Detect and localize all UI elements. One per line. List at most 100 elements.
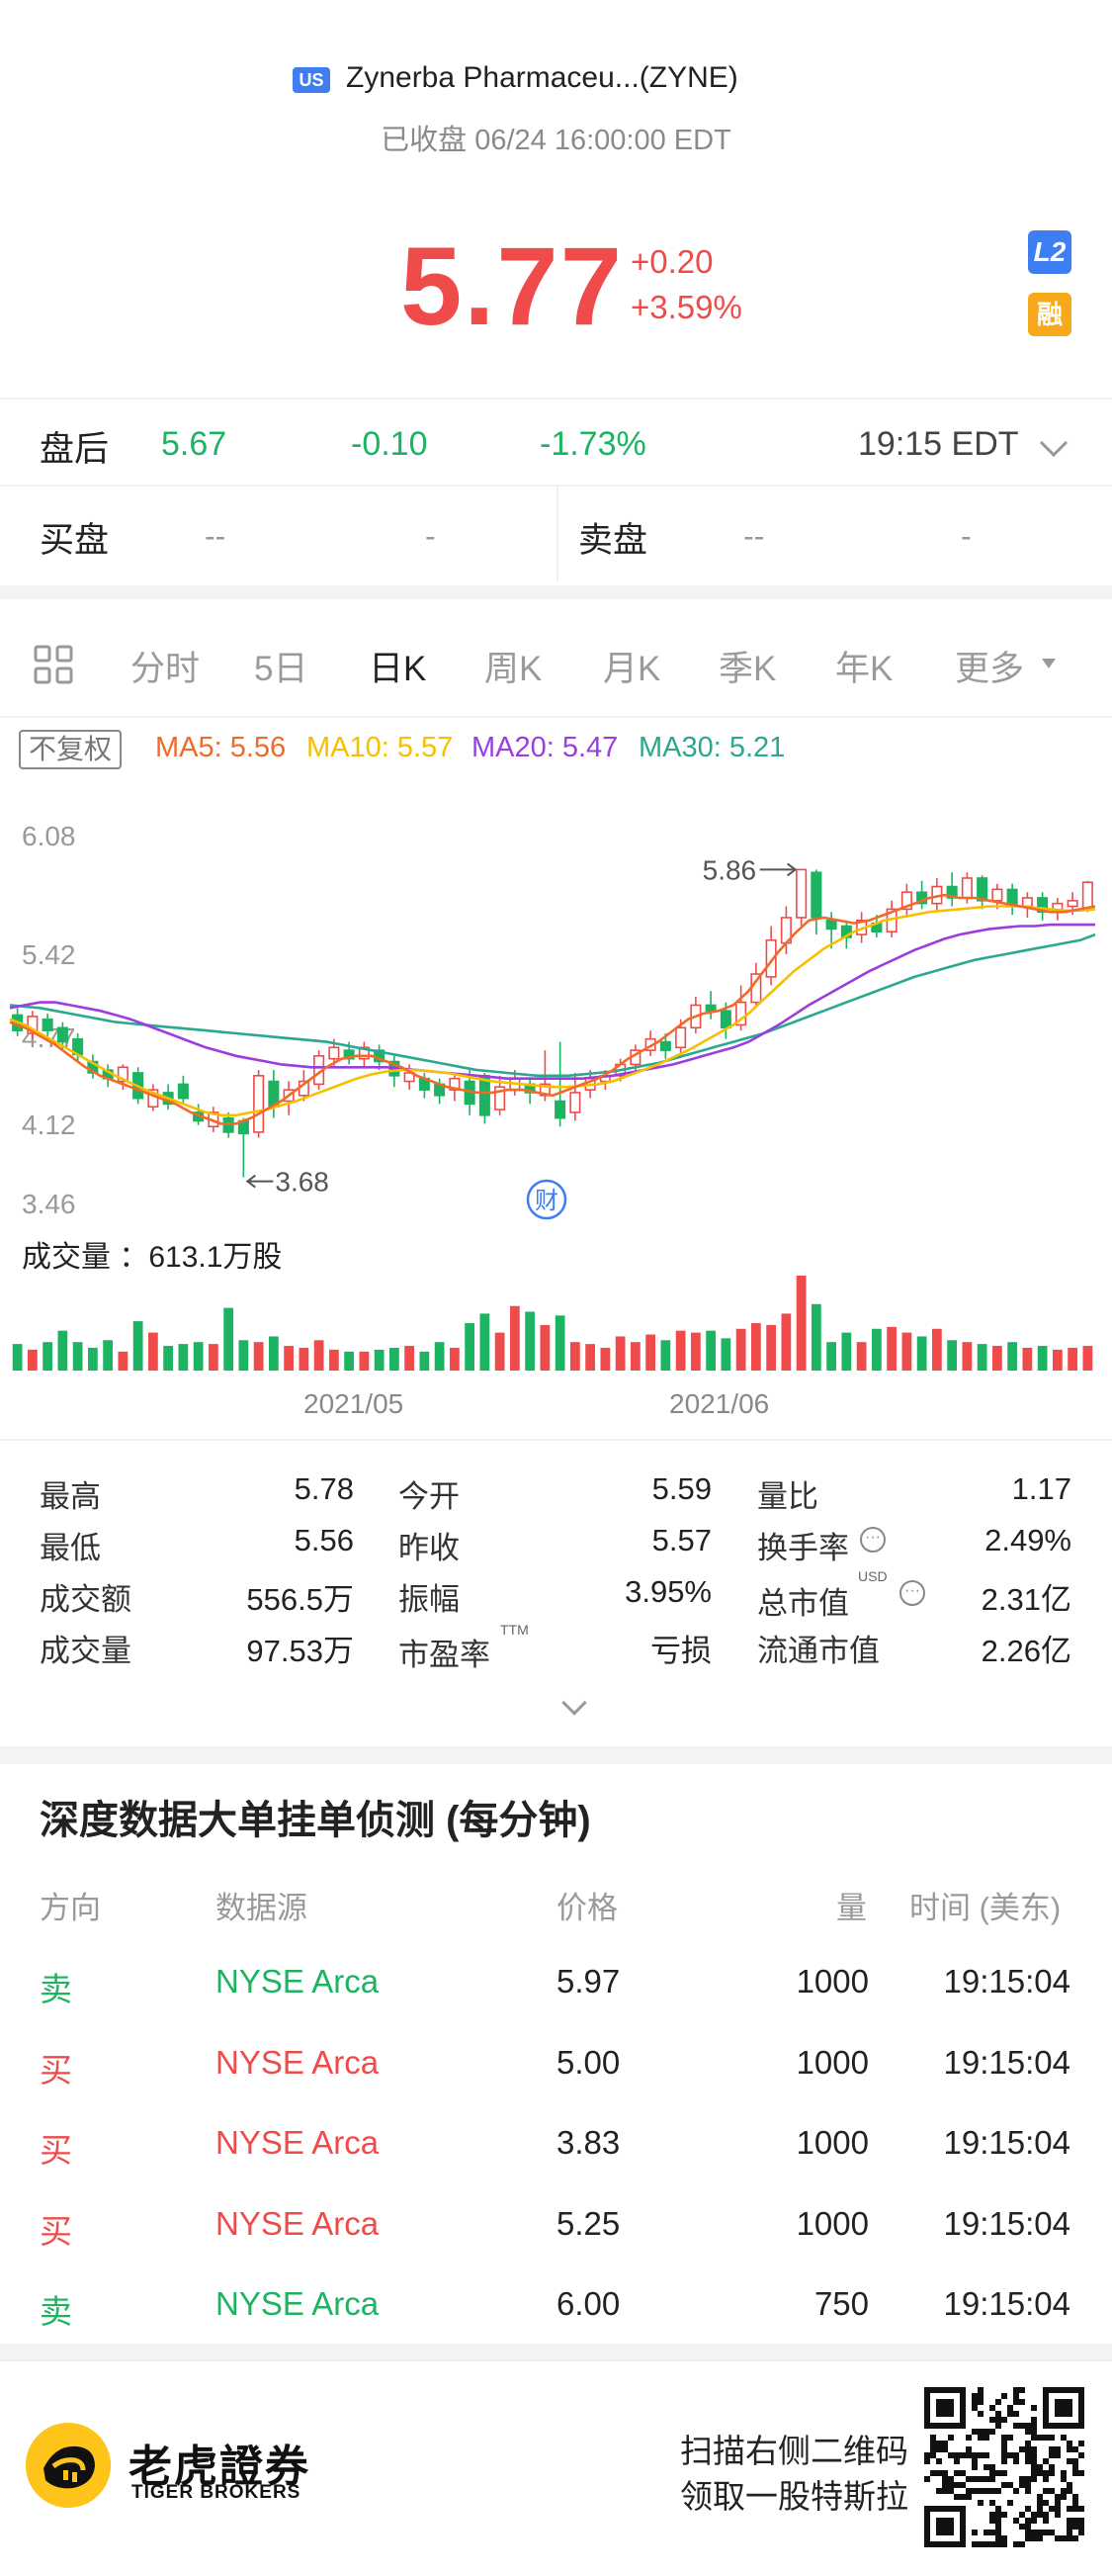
tab-quarterly-k[interactable]: 季K (719, 650, 777, 688)
volume-bar (163, 1346, 174, 1371)
stat-high: 5.78 (294, 1471, 354, 1506)
volume-label: 成交量 ：613.1万股 (22, 1241, 283, 1274)
stat-vol-ratio-label: 量比 (757, 1479, 818, 1514)
volume-bar (735, 1328, 746, 1371)
volume-bar (781, 1313, 792, 1371)
direction-cell: 买 (40, 2132, 72, 2169)
stock-name[interactable]: Zynerba Pharmaceu...(ZYNE) (346, 61, 738, 94)
tab-yearly-k[interactable]: 年K (835, 650, 894, 688)
volume-bar (72, 1342, 83, 1371)
stat-prev-close: 5.57 (651, 1523, 712, 1557)
column-header: 量 (836, 1891, 867, 1925)
stat-pe-label: 市盈率 (398, 1638, 490, 1672)
volume-bar (359, 1351, 370, 1371)
promo-line: 领取一股特斯拉 (680, 2478, 908, 2515)
direction-cell: 卖 (40, 1971, 72, 2007)
tab-monthly-k[interactable]: 月K (603, 650, 661, 688)
tab-intraday[interactable]: 分时 (130, 650, 201, 688)
high-annotation: 5.86 (703, 854, 757, 885)
direction-cell: 买 (40, 2212, 72, 2250)
candle (358, 1041, 370, 1068)
column-header: 价格 (556, 1891, 618, 1925)
candle (102, 1064, 114, 1088)
stat-open: 5.59 (651, 1471, 712, 1506)
volume-bar (208, 1344, 218, 1371)
ma10-line (9, 905, 1096, 1117)
info-icon[interactable]: ··· (860, 1527, 886, 1553)
volume-bar (585, 1344, 596, 1371)
volume-bar (826, 1342, 837, 1371)
chevron-down-icon[interactable] (1039, 428, 1069, 458)
grid-layout-icon[interactable] (34, 645, 73, 684)
tab-5day[interactable]: 5日 (254, 650, 308, 688)
volume-bar (419, 1351, 430, 1371)
candle (811, 869, 822, 935)
info-icon[interactable]: ··· (899, 1580, 925, 1606)
price-cell: 6.00 (556, 2285, 621, 2322)
volume-bar (434, 1342, 445, 1371)
column-header: 时间 (美东) (909, 1891, 1062, 1925)
level2-badge[interactable]: L2 (1028, 230, 1071, 274)
volume-bar (284, 1346, 295, 1371)
volume-bar (509, 1305, 520, 1371)
volume-bar (268, 1336, 279, 1371)
divider (556, 487, 558, 581)
volume-bar (856, 1342, 867, 1371)
earnings-icon[interactable]: 财 (526, 1179, 567, 1220)
divider (0, 1746, 1112, 1748)
volume-bar (721, 1338, 731, 1371)
volume-bar (103, 1340, 114, 1371)
stock-header: US Zynerba Pharmaceu...(ZYNE) 已收盘 06/24 … (0, 0, 1112, 396)
promo-line: 扫描右侧二维码 (680, 2433, 908, 2469)
expand-chevron-icon[interactable] (561, 1690, 587, 1716)
adjust-toggle[interactable]: 不复权 (19, 730, 122, 769)
candle (42, 1014, 53, 1036)
stat-turnover-rate: 2.49% (984, 1523, 1071, 1557)
candle (268, 1070, 280, 1118)
candle (222, 1111, 234, 1138)
candle (1006, 883, 1018, 916)
tab-daily-k[interactable]: 日K (369, 650, 427, 688)
price-change-pct: +3.59% (631, 289, 742, 325)
volume-bar (193, 1342, 204, 1371)
volume-bar (977, 1344, 987, 1371)
volume-bar (630, 1342, 641, 1371)
candle (87, 1054, 99, 1079)
volume-bar (555, 1315, 565, 1371)
time-cell: 19:15:04 (943, 2043, 1070, 2081)
bid-price: -- (205, 518, 226, 554)
y-tick-label: 3.46 (22, 1189, 76, 1219)
price-cell: 5.00 (556, 2043, 621, 2081)
kline-chart[interactable]: 5.86 3.68 财 (0, 791, 1112, 1434)
volume-bar (178, 1344, 189, 1371)
ma20-line (9, 923, 1095, 1080)
ma30-label: MA30: 5.21 (639, 732, 786, 763)
candle (117, 1064, 128, 1091)
tab-more[interactable]: 更多 (955, 650, 1025, 688)
qr-code-icon[interactable] (924, 2387, 1084, 2547)
volume-bar (525, 1311, 536, 1371)
time-cell: 19:15:04 (943, 2124, 1070, 2161)
source-cell: NYSE Arca (215, 2124, 380, 2161)
caret-down-icon[interactable] (1042, 659, 1056, 668)
ma20-label: MA20: 5.47 (471, 732, 619, 763)
tab-weekly-k[interactable]: 周K (484, 650, 543, 688)
candle (1037, 892, 1049, 921)
source-cell: NYSE Arca (215, 1963, 380, 1999)
x-tick-label: 2021/06 (669, 1388, 770, 1419)
volume-bar (962, 1342, 973, 1371)
ma5-label: MA5: 5.56 (155, 732, 287, 763)
margin-badge[interactable]: 融 (1028, 293, 1071, 336)
divider (0, 1439, 1112, 1441)
market-badge: US (293, 67, 330, 93)
candle (705, 991, 717, 1020)
volume-bar (118, 1351, 128, 1371)
volume-bar (947, 1340, 958, 1371)
qty-cell: 1000 (796, 1963, 869, 1999)
volume-bar (43, 1342, 53, 1371)
qty-cell: 1000 (796, 2204, 869, 2242)
time-cell: 19:15:04 (943, 2204, 1070, 2242)
stat-high-label: 最高 (40, 1479, 101, 1514)
volume-bar (404, 1346, 415, 1371)
brand-name-en: TIGER BROKERS (131, 2482, 301, 2503)
